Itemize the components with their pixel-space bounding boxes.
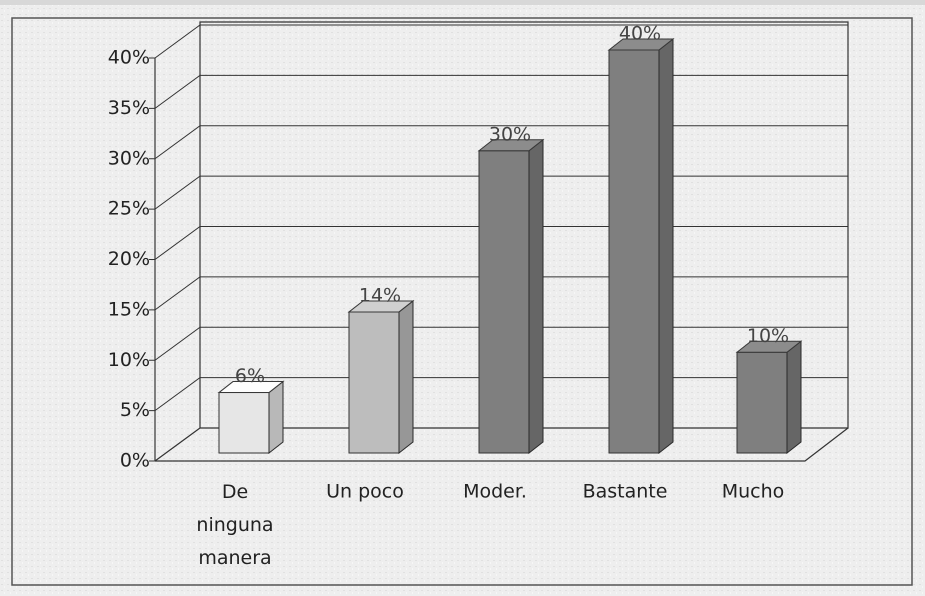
y-tick-label: 25%: [108, 198, 150, 220]
walls: [154, 21, 849, 462]
bar-side: [398, 299, 414, 455]
y-tick-label: 10%: [108, 349, 150, 371]
bar: [348, 311, 400, 454]
bar-side: [786, 340, 802, 455]
bar-top: [217, 381, 285, 394]
y-tick-label: 5%: [120, 399, 150, 421]
value-label: 14%: [359, 284, 401, 306]
bar-top: [607, 38, 675, 51]
y-tick-label: 30%: [108, 147, 150, 169]
y-tick-label: 20%: [108, 248, 150, 270]
top-strip: [0, 0, 925, 5]
x-tick-label: De ninguna manera: [196, 481, 273, 569]
x-tick-label: Moder.: [463, 481, 527, 503]
floor-edge: [155, 427, 849, 462]
bar-side: [268, 380, 284, 455]
bar: [608, 49, 660, 454]
x-tick-label: Bastante: [583, 481, 668, 503]
bar-side: [658, 37, 674, 455]
value-label: 30%: [489, 123, 531, 145]
bar-top: [477, 139, 545, 152]
y-tick-label: 0%: [120, 450, 150, 472]
bar-top: [735, 340, 803, 353]
x-tick-label: Un poco: [326, 481, 404, 503]
value-label: 10%: [747, 325, 789, 347]
y-tick-label: 40%: [108, 47, 150, 69]
bar-side: [528, 138, 544, 455]
value-label: 6%: [235, 365, 265, 387]
x-tick-label: Mucho: [722, 481, 785, 503]
grid-line: [154, 24, 848, 59]
y-tick-label: 35%: [108, 97, 150, 119]
bar-top: [347, 300, 415, 313]
chart-frame: [11, 17, 913, 586]
bar: [218, 392, 270, 454]
bar: [478, 150, 530, 454]
value-label: 40%: [619, 23, 661, 45]
bar: [736, 351, 788, 454]
y-tick-label: 15%: [108, 298, 150, 320]
